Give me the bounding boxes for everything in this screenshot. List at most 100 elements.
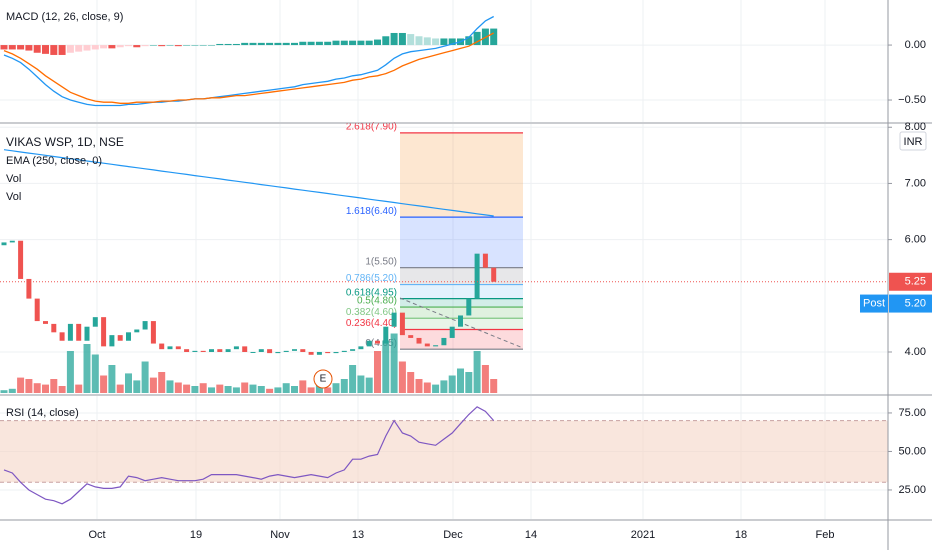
candle-body: [300, 349, 306, 352]
volume-bar: [340, 379, 348, 393]
candle-body: [109, 335, 115, 347]
earnings-label: E: [320, 374, 327, 385]
macd-histogram-bar: [199, 45, 207, 46]
ema-legend: EMA (250, close, 0): [6, 155, 102, 167]
fib-band: [400, 284, 523, 299]
candle-body: [167, 346, 173, 350]
volume-bar: [17, 377, 25, 393]
volume-bar: [315, 384, 323, 393]
last-price-tag: [889, 272, 932, 291]
volume-bar: [481, 365, 489, 393]
candle-body: [292, 349, 297, 351]
macd-histogram-bar: [415, 36, 423, 46]
candle-body: [250, 351, 256, 353]
rsi-legend: RSI (14, close): [6, 407, 79, 419]
volume-bar: [191, 386, 199, 393]
volume-bar: [440, 380, 448, 393]
post-tag: Post: [863, 297, 885, 309]
last-price-label: 5.25: [905, 276, 926, 288]
volume-bar: [415, 379, 423, 393]
candle-body: [26, 278, 32, 299]
candle-body: [175, 346, 181, 350]
candle-body: [408, 335, 414, 338]
candle-body: [159, 343, 165, 350]
volume-bar: [25, 379, 33, 393]
macd-histogram-bar: [158, 45, 166, 47]
candle-body: [142, 321, 148, 330]
candle-body: [34, 298, 40, 322]
macd-histogram-bar: [232, 43, 240, 46]
volume-bar: [332, 383, 340, 393]
macd-histogram-bar: [174, 45, 182, 47]
macd-histogram-bar: [183, 45, 191, 46]
volume-bar: [42, 384, 49, 393]
macd-histogram-bar: [324, 41, 332, 46]
macd-histogram-bar: [390, 32, 398, 46]
volume-bar: [473, 351, 481, 393]
macd-histogram-bar: [332, 40, 340, 46]
candle-body: [458, 315, 463, 327]
volume-bar: [166, 380, 174, 393]
candle-body: [192, 350, 198, 352]
volume-bar: [8, 388, 16, 393]
x-tick-label: 2021: [631, 529, 655, 541]
y-tick-label: −0.50: [898, 94, 926, 106]
macd-histogram-bar: [149, 45, 157, 46]
macd-histogram-bar: [315, 41, 323, 46]
volume-bar: [249, 384, 257, 393]
macd-histogram-bar: [299, 41, 307, 46]
rsi-band: [0, 420, 888, 483]
symbol-legend: VIKAS WSP, 1D, NSE: [6, 135, 124, 149]
macd-histogram-bar: [490, 28, 498, 46]
macd-histogram-bar: [349, 40, 357, 46]
candle-body: [43, 321, 48, 324]
post-tag-box: [860, 294, 888, 313]
volume-bar: [100, 375, 108, 393]
volume-bar: [83, 344, 91, 393]
macd-histogram-bar: [249, 42, 257, 46]
macd-histogram-bar: [257, 42, 265, 46]
candle-body: [375, 340, 380, 344]
volume-bar: [232, 387, 240, 393]
volume-bar: [116, 384, 124, 393]
x-tick-label: 19: [190, 529, 202, 541]
macd-histogram-bar: [307, 41, 315, 46]
macd-histogram-bar: [166, 45, 174, 46]
post-price-label: 5.20: [905, 297, 926, 309]
volume-bar: [299, 380, 307, 393]
candle-body: [399, 312, 405, 336]
candle-body: [76, 323, 82, 341]
volume-bar: [382, 340, 390, 393]
fib-label: 0.5(4.80): [357, 296, 397, 307]
post-price-tag: [889, 294, 932, 313]
candle-body: [150, 321, 156, 344]
volume-bar: [158, 372, 166, 393]
macd-histogram-bar: [440, 38, 448, 46]
volume-bar: [125, 373, 132, 393]
earnings-marker: [313, 369, 333, 389]
macd-histogram-bar: [365, 40, 373, 46]
volume-bar: [307, 387, 315, 393]
candle-body: [325, 351, 331, 354]
candle-body: [308, 351, 314, 355]
candle-body: [67, 323, 73, 341]
volume-bar: [108, 365, 116, 393]
volume-bar: [91, 354, 99, 393]
volume-bar: [432, 384, 440, 393]
volume-bar: [324, 387, 332, 393]
volume-bar: [208, 387, 215, 393]
plot: 2.618(7.90) 1.618(6.40) 1(5.50) 0.786(5.20)…: [0, 15, 888, 505]
candle-body: [449, 326, 455, 338]
volume-bar: [257, 386, 265, 393]
macd-line: [3, 15, 495, 107]
volume-bar: [374, 351, 381, 393]
candle-body: [59, 332, 65, 341]
fib-label: 0.618(4.95): [346, 287, 397, 298]
macd-histogram-bar: [241, 42, 249, 46]
macd-histogram-bar: [282, 42, 290, 46]
currency-badge[interactable]: [899, 131, 927, 151]
macd-histogram-bar: [224, 43, 232, 46]
fib-band: [400, 132, 523, 218]
macd-histogram-bar: [340, 40, 348, 46]
